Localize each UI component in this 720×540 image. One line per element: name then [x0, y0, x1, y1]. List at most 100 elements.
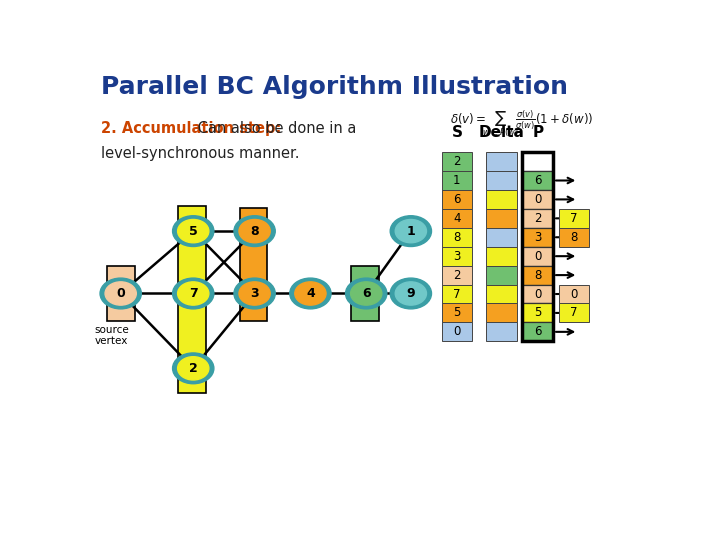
Text: $\delta(v)=\!\!\!\sum_{w\in P(w)}\!\frac{\sigma(v)}{\sigma(w)}(1+\delta(w))$: $\delta(v)=\!\!\!\sum_{w\in P(w)}\!\frac… [450, 109, 593, 139]
Text: 6: 6 [534, 325, 541, 339]
Circle shape [390, 278, 431, 309]
Text: 7: 7 [570, 306, 578, 320]
Text: 0: 0 [117, 287, 125, 300]
Bar [559, 209, 590, 228]
Bar [441, 303, 472, 322]
Bar [486, 285, 517, 303]
Circle shape [178, 357, 209, 380]
Bar [441, 266, 472, 285]
Text: 7: 7 [570, 212, 578, 225]
Bar [441, 209, 472, 228]
Bar [523, 171, 553, 190]
Bar [441, 171, 472, 190]
Text: 2. Accumulation step:: 2. Accumulation step: [101, 121, 282, 136]
Bar [486, 266, 517, 285]
Text: 2: 2 [453, 268, 461, 281]
Text: 8: 8 [251, 225, 259, 238]
Text: 8: 8 [570, 231, 577, 244]
Text: 6: 6 [453, 193, 461, 206]
Text: Parallel BC Algorithm Illustration: Parallel BC Algorithm Illustration [101, 75, 568, 99]
Text: 3: 3 [534, 231, 541, 244]
Text: P: P [532, 125, 544, 140]
Circle shape [239, 282, 270, 305]
Text: 0: 0 [534, 249, 541, 262]
Bar [523, 285, 553, 303]
Bar [523, 152, 553, 171]
Text: 5: 5 [534, 306, 541, 320]
Bar [523, 266, 553, 285]
Circle shape [239, 219, 270, 243]
Text: 4: 4 [306, 287, 315, 300]
Bar [486, 303, 517, 322]
Bar [441, 247, 472, 266]
Bar [559, 285, 590, 303]
Text: 6: 6 [362, 287, 371, 300]
Text: S: S [451, 125, 462, 140]
Bar [107, 266, 135, 321]
Bar [240, 208, 267, 321]
Bar [178, 206, 206, 393]
Circle shape [346, 278, 387, 309]
Circle shape [173, 216, 214, 246]
Text: level-synchronous manner.: level-synchronous manner. [101, 146, 300, 161]
Circle shape [395, 282, 426, 305]
Bar [441, 285, 472, 303]
Bar [486, 190, 517, 209]
Text: 6: 6 [534, 174, 541, 187]
Circle shape [351, 282, 382, 305]
Bar [486, 322, 517, 341]
Circle shape [390, 216, 431, 246]
Text: 8: 8 [453, 231, 461, 244]
Text: 2: 2 [453, 155, 461, 168]
Text: 0: 0 [534, 193, 541, 206]
Circle shape [173, 353, 214, 384]
Bar [523, 228, 553, 247]
Circle shape [100, 278, 141, 309]
Text: 0: 0 [534, 287, 541, 300]
Bar [523, 303, 553, 322]
Circle shape [105, 282, 136, 305]
Circle shape [178, 219, 209, 243]
Text: 3: 3 [251, 287, 259, 300]
Text: 3: 3 [453, 249, 461, 262]
Bar [523, 247, 553, 266]
Text: 5: 5 [453, 306, 461, 320]
Bar [559, 228, 590, 247]
Bar [523, 190, 553, 209]
Bar [523, 152, 553, 341]
Circle shape [234, 216, 275, 246]
Text: 4: 4 [453, 212, 461, 225]
Bar [441, 322, 472, 341]
Bar [486, 152, 517, 171]
Text: 2: 2 [534, 212, 541, 225]
Circle shape [234, 278, 275, 309]
Bar [351, 266, 379, 321]
Text: 1: 1 [407, 225, 415, 238]
Text: 9: 9 [407, 287, 415, 300]
Bar [523, 322, 553, 341]
Text: source
vertex: source vertex [94, 325, 129, 346]
Bar [441, 190, 472, 209]
Circle shape [294, 282, 326, 305]
Bar [441, 228, 472, 247]
Bar [486, 209, 517, 228]
Text: 1: 1 [453, 174, 461, 187]
Text: 0: 0 [453, 325, 461, 339]
Circle shape [178, 282, 209, 305]
Text: Delta: Delta [479, 125, 524, 140]
Text: 7: 7 [453, 287, 461, 300]
Text: 7: 7 [189, 287, 197, 300]
Text: 5: 5 [189, 225, 197, 238]
Bar [441, 152, 472, 171]
Circle shape [289, 278, 331, 309]
Bar [486, 228, 517, 247]
Circle shape [395, 219, 426, 243]
Text: 0: 0 [570, 287, 577, 300]
Circle shape [173, 278, 214, 309]
Text: Can also be done in a: Can also be done in a [193, 121, 356, 136]
Text: 8: 8 [534, 268, 541, 281]
Bar [486, 171, 517, 190]
Bar [523, 209, 553, 228]
Bar [486, 247, 517, 266]
Text: 2: 2 [189, 362, 197, 375]
